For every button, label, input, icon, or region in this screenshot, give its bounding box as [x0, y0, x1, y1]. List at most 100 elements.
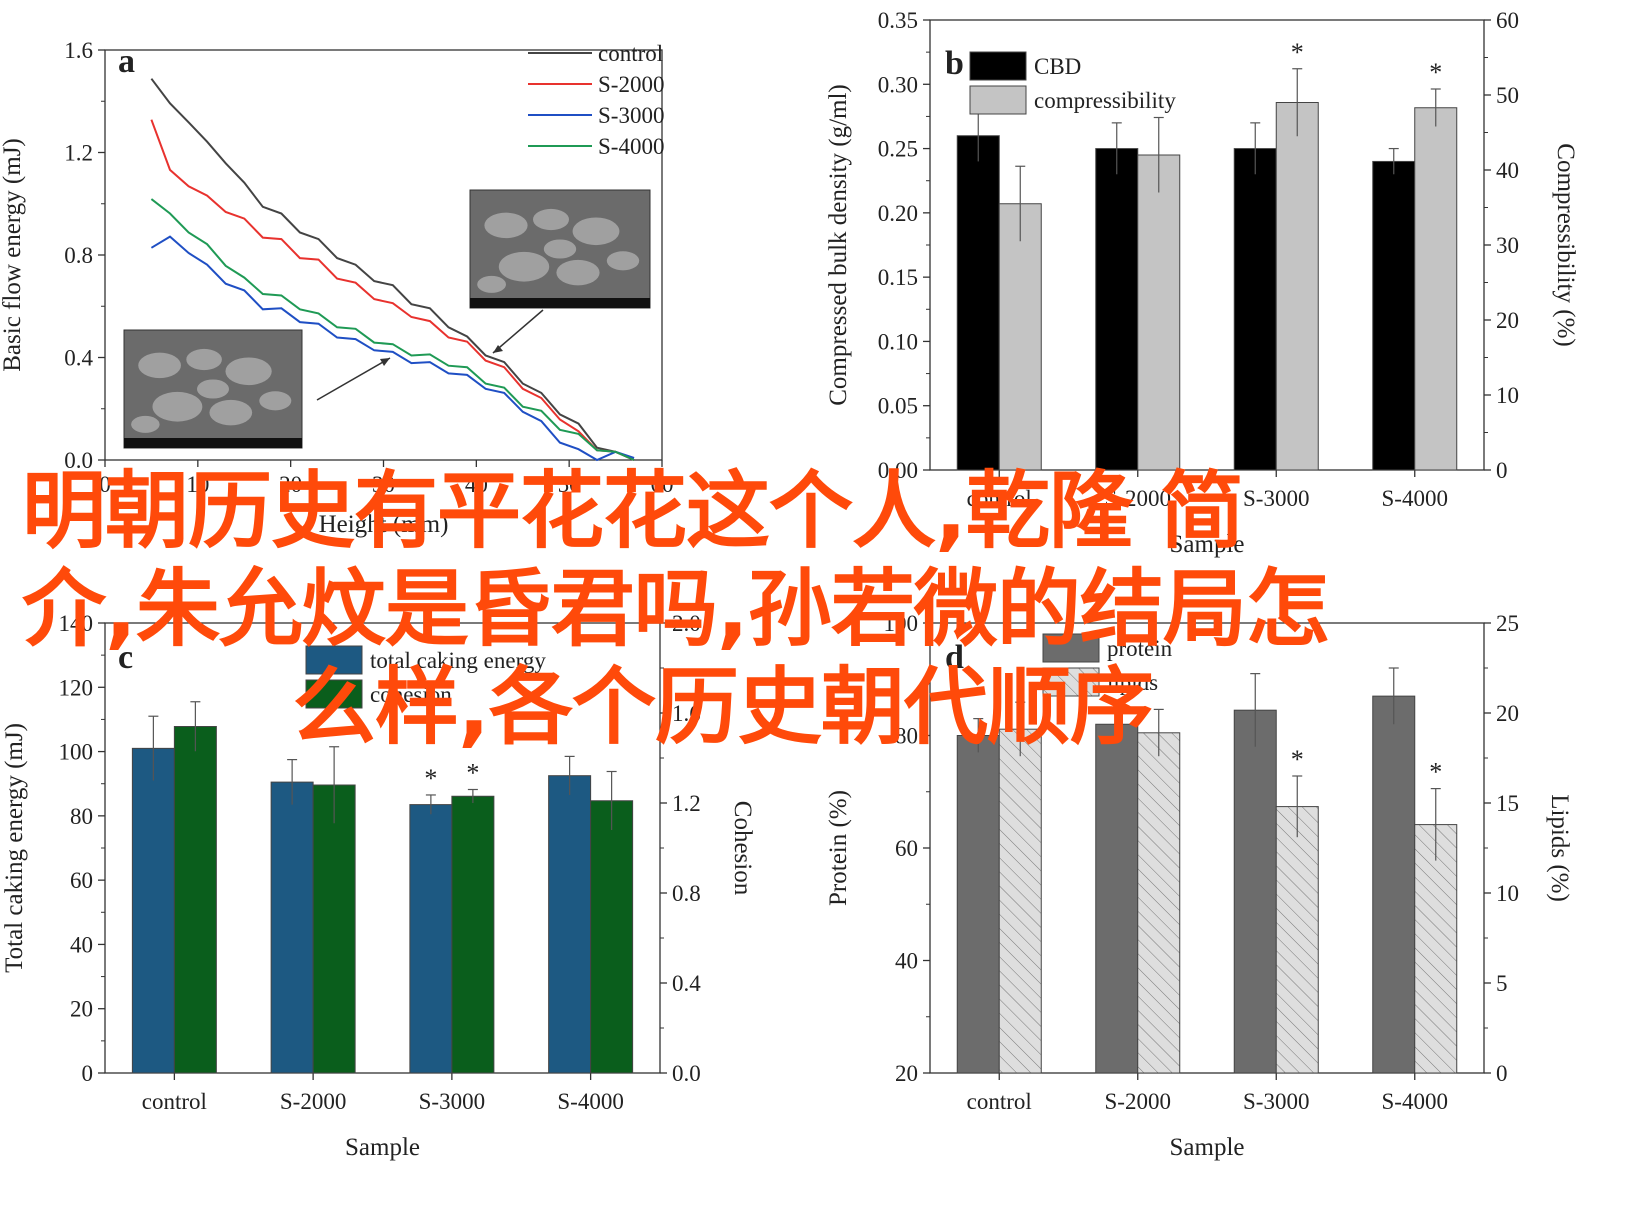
- panel-c-xtick-label: S-4000: [557, 1089, 623, 1114]
- panel-b-bar-compressibility: [1137, 154, 1181, 471]
- panel-d-y2tick-label: 5: [1496, 971, 1508, 996]
- panel-b-bar-CBD: [1372, 160, 1416, 471]
- inset-arrow-top-head: [493, 345, 503, 353]
- panel-b-bar-compressibility: [998, 203, 1042, 471]
- sem-inset-bottom-particle: [131, 415, 160, 433]
- panel-b-ytick-label: 0.25: [878, 137, 918, 162]
- panel-b-legend-label: CBD: [1034, 54, 1081, 79]
- panel-a-xtick-label: 40: [465, 472, 488, 497]
- panel-d-bar-protein: [956, 735, 1000, 1074]
- panel-d-legend-swatch: [1042, 667, 1100, 697]
- panel-d-legend-swatch: [1042, 633, 1100, 663]
- panel-d-y2tick-label: 20: [1496, 701, 1519, 726]
- panel-c-legend-label: cohesion: [370, 682, 452, 707]
- sem-inset-top-particle: [477, 275, 506, 293]
- panel-a-series-line-control: [150, 78, 635, 461]
- panel-d-y2tick-label: 0: [1496, 1061, 1508, 1086]
- panel-c-bar-total-caking-energy: [131, 747, 175, 1074]
- panel-a-series-line-s-2000: [150, 119, 635, 461]
- panel-d-y2tick-label: 25: [1496, 611, 1519, 636]
- panel-b-significance-star: *: [1291, 38, 1304, 67]
- panel-a-ylabel: Basic flow energy (mJ): [0, 138, 26, 372]
- panel-a-legend-label: S-4000: [598, 134, 664, 159]
- panel-a-label: a: [118, 43, 135, 80]
- panel-a-xtick-label: 30: [372, 472, 395, 497]
- panel-b-bar-CBD: [1095, 148, 1139, 471]
- sem-inset-bottom-scale-bar: [124, 438, 302, 448]
- panel-b-bar-CBD: [1233, 148, 1277, 471]
- panel-c-bar-total-caking-energy: [548, 775, 592, 1074]
- panel-a-legend-label: control: [598, 41, 663, 66]
- panel-b-y2tick-label: 0: [1496, 458, 1508, 483]
- panel-d-xtick-label: control: [967, 1089, 1032, 1114]
- sem-inset-top-particle: [606, 251, 640, 271]
- panel-b-ytick-label: 0.05: [878, 394, 918, 419]
- panel-c-ytick-label: 120: [59, 675, 94, 700]
- panel-b-label: b: [945, 45, 964, 82]
- panel-d-legend-label: protein: [1107, 636, 1173, 661]
- panel-a-xlabel: Height (mm): [319, 511, 449, 538]
- panel-c-ytick-label: 0: [82, 1061, 94, 1086]
- panel-a-xtick-label: 20: [279, 472, 302, 497]
- panel-b-ylabel: Compressed bulk density (g/ml): [825, 84, 852, 406]
- panel-b-significance-star: *: [1429, 58, 1442, 87]
- panel-b-bar-CBD: [956, 135, 1000, 471]
- panel-a-xtick-label: 50: [558, 472, 581, 497]
- panel-d-y2label: Lipids (%): [1546, 794, 1573, 902]
- panel-b-y2tick-label: 10: [1496, 383, 1519, 408]
- panel-a-ytick-label: 1.2: [64, 141, 93, 166]
- panel-b-y2label: Compressibility (%): [1552, 143, 1579, 346]
- panel-a-legend-label: S-3000: [598, 103, 664, 128]
- panel-c-y2label: Cohesion: [729, 801, 756, 896]
- panel-c-ytick-label: 100: [59, 740, 94, 765]
- sem-inset-top: [469, 189, 651, 309]
- panel-c-legend-label: total caking energy: [370, 648, 546, 673]
- panel-a-xtick-label: 10: [186, 472, 209, 497]
- panel-c-bar-cohesion: [173, 726, 217, 1074]
- panel-b-ytick-label: 0.00: [878, 458, 918, 483]
- panel-c-ylabel: Total caking energy (mJ): [1, 723, 28, 973]
- panel-c-bar-cohesion: [451, 795, 495, 1074]
- panel-c-y2tick-label: 1.6: [672, 701, 701, 726]
- charts-layer: a 0.0 0.4 0.8 1.2 1.6 Basic flow energy (mJ) 0 1…: [0, 8, 1579, 1161]
- panel-b-legend-label: compressibility: [1034, 88, 1176, 113]
- panel-d-ytick-label: 20: [895, 1061, 918, 1086]
- panel-b-ytick-label: 0.10: [878, 329, 918, 354]
- panel-a-legend-label: S-2000: [598, 72, 664, 97]
- panel-b-xtick-label: control: [967, 486, 1032, 511]
- inset-arrow-top: [492, 309, 544, 354]
- sem-inset-bottom-particle: [259, 391, 292, 411]
- panel-c-label: c: [118, 639, 133, 676]
- inset-arrow-bottom: [316, 357, 391, 401]
- panel-b-legend-swatch: [969, 51, 1027, 81]
- sem-inset-top-particle: [572, 217, 620, 246]
- panel-d-bar-chart: d 20 40 60 80 100 Protein (%) 0 5 10 15 20 25 Lipids …: [825, 611, 1573, 1161]
- panel-c-bar-total-caking-energy: [270, 781, 314, 1074]
- panel-b-y2tick-label: 50: [1496, 83, 1519, 108]
- panel-d-significance-star: *: [1429, 758, 1442, 787]
- sem-inset-bottom-particle: [152, 391, 203, 422]
- panel-b-xtick-label: S-4000: [1382, 486, 1448, 511]
- panel-d-bar-lipids: [998, 728, 1042, 1074]
- sem-inset-bottom-particle: [225, 357, 272, 386]
- panel-d-ytick-label: 80: [895, 724, 918, 749]
- panel-c-ytick-label: 60: [70, 868, 93, 893]
- panel-d-ytick-label: 100: [884, 611, 919, 636]
- overlay-title-line-2: 介,朱允炆是昏君吗,孙若微的结局怎: [22, 560, 1330, 658]
- panel-d-bar-lipids: [1414, 824, 1458, 1074]
- panel-d-xlabel: Sample: [1170, 1134, 1245, 1161]
- panel-d-bar-lipids: [1275, 806, 1319, 1074]
- panel-c-legend-swatch: [305, 645, 363, 675]
- panel-d-bar-lipids: [1137, 732, 1181, 1074]
- sem-inset-bottom-particle: [196, 379, 230, 399]
- panel-b-bar-compressibility: [1275, 102, 1319, 471]
- panel-b-ytick-label: 0.20: [878, 201, 918, 226]
- panel-d-y2tick-label: 15: [1496, 791, 1519, 816]
- sem-inset-bottom: [123, 329, 303, 449]
- panel-c-legend-swatch: [305, 679, 363, 709]
- panel-c-y2tick-label: 0.4: [672, 971, 701, 996]
- panel-d-ylabel: Protein (%): [825, 790, 852, 906]
- panel-d-label: d: [945, 639, 964, 676]
- panel-d-ytick-label: 60: [895, 836, 918, 861]
